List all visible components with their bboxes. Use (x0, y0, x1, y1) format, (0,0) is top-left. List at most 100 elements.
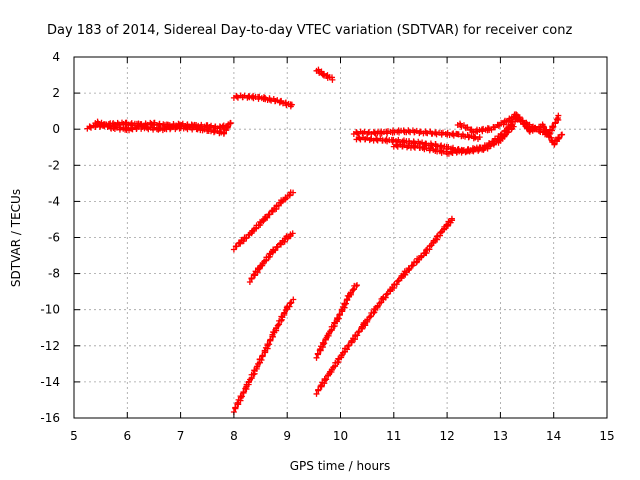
data-point (476, 134, 483, 141)
data-point (246, 279, 253, 286)
data-point (379, 295, 386, 302)
data-point (253, 364, 260, 371)
data-point (230, 246, 237, 253)
series-seg-b (230, 92, 295, 110)
data-point (266, 250, 273, 257)
data-point (354, 332, 361, 339)
data-point (555, 112, 562, 119)
data-point (266, 211, 273, 218)
data-point (394, 278, 401, 285)
data-point (382, 294, 389, 301)
data-point (264, 214, 271, 221)
data-point (281, 310, 288, 317)
y-tick-label: -12 (40, 339, 60, 353)
x-tick-label: 8 (230, 429, 238, 443)
data-point (232, 404, 239, 411)
series-seg-k (454, 111, 566, 148)
data-point (272, 247, 279, 254)
data-point (383, 291, 390, 298)
data-point (321, 340, 328, 347)
data-point (286, 192, 293, 199)
data-point (313, 390, 320, 397)
data-point (87, 123, 94, 130)
x-tick-label: 7 (177, 429, 185, 443)
data-point (491, 124, 498, 131)
data-point (289, 230, 296, 237)
data-point (510, 114, 517, 121)
data-point (358, 325, 365, 332)
data-point (343, 300, 350, 307)
x-tick-label: 12 (439, 429, 454, 443)
data-point (510, 123, 517, 130)
data-point (210, 129, 217, 136)
data-point (251, 270, 258, 277)
data-point (290, 296, 297, 303)
data-point (275, 202, 282, 209)
data-point (393, 142, 400, 149)
x-tick-label: 10 (333, 429, 348, 443)
data-point (227, 119, 234, 126)
y-tick-label: -4 (48, 194, 60, 208)
data-point (370, 310, 377, 317)
series-seg-g (313, 282, 361, 361)
y-tick-label: -6 (48, 231, 60, 245)
data-point (266, 341, 273, 348)
series-seg-e (246, 230, 296, 286)
x-tick-label: 11 (386, 429, 401, 443)
data-point (225, 123, 232, 130)
data-point (240, 388, 247, 395)
series-seg-h (313, 215, 456, 397)
data-point (233, 243, 240, 250)
data-point (288, 299, 295, 306)
data-point (274, 322, 281, 329)
data-point (418, 253, 425, 260)
data-point (406, 266, 413, 273)
data-point (556, 135, 563, 142)
ticks: 5 6 7 8 9 10 11 12 13 14 15 4 2 0 -2 -4 -6 -8 -10 -12 -14 -16 (40, 50, 614, 443)
y-tick-label: 2 (52, 86, 60, 100)
data-point (356, 328, 363, 335)
data-point (173, 124, 180, 131)
x-axis-label: GPS time / hours (290, 459, 391, 473)
data-point (552, 119, 559, 126)
x-tick-label: 14 (546, 429, 561, 443)
data-point (448, 215, 455, 222)
data-point (513, 111, 520, 118)
x-tick-label: 13 (493, 429, 508, 443)
data-point (505, 129, 512, 136)
data-point (248, 275, 255, 282)
y-tick-label: 4 (52, 50, 60, 64)
data-point (344, 292, 351, 299)
y-tick-label: -8 (48, 267, 60, 281)
y-axis-label: SDTVAR / TECUs (9, 189, 23, 287)
data-point (329, 76, 336, 83)
data-point (243, 235, 250, 242)
data-point (559, 131, 566, 138)
data-point (238, 393, 245, 400)
data-point (313, 354, 320, 361)
data-points (84, 66, 566, 415)
data-point (374, 303, 381, 310)
data-point (411, 143, 418, 150)
data-point (323, 376, 330, 383)
data-point (353, 282, 360, 289)
data-point (423, 247, 430, 254)
data-point (290, 189, 297, 196)
data-point (287, 300, 294, 307)
data-point (273, 325, 280, 332)
data-point (268, 208, 275, 215)
x-tick-label: 5 (70, 429, 78, 443)
data-point (550, 123, 557, 130)
y-tick-label: 0 (52, 122, 60, 136)
data-point (371, 306, 378, 313)
series-seg-l (390, 122, 517, 157)
data-point (555, 134, 562, 141)
data-point (233, 93, 240, 100)
y-tick-label: -2 (48, 158, 60, 172)
data-point (354, 282, 361, 289)
data-point (344, 346, 351, 353)
series-seg-i (350, 127, 483, 143)
y-tick-label: -16 (40, 411, 60, 425)
data-point (393, 281, 400, 288)
